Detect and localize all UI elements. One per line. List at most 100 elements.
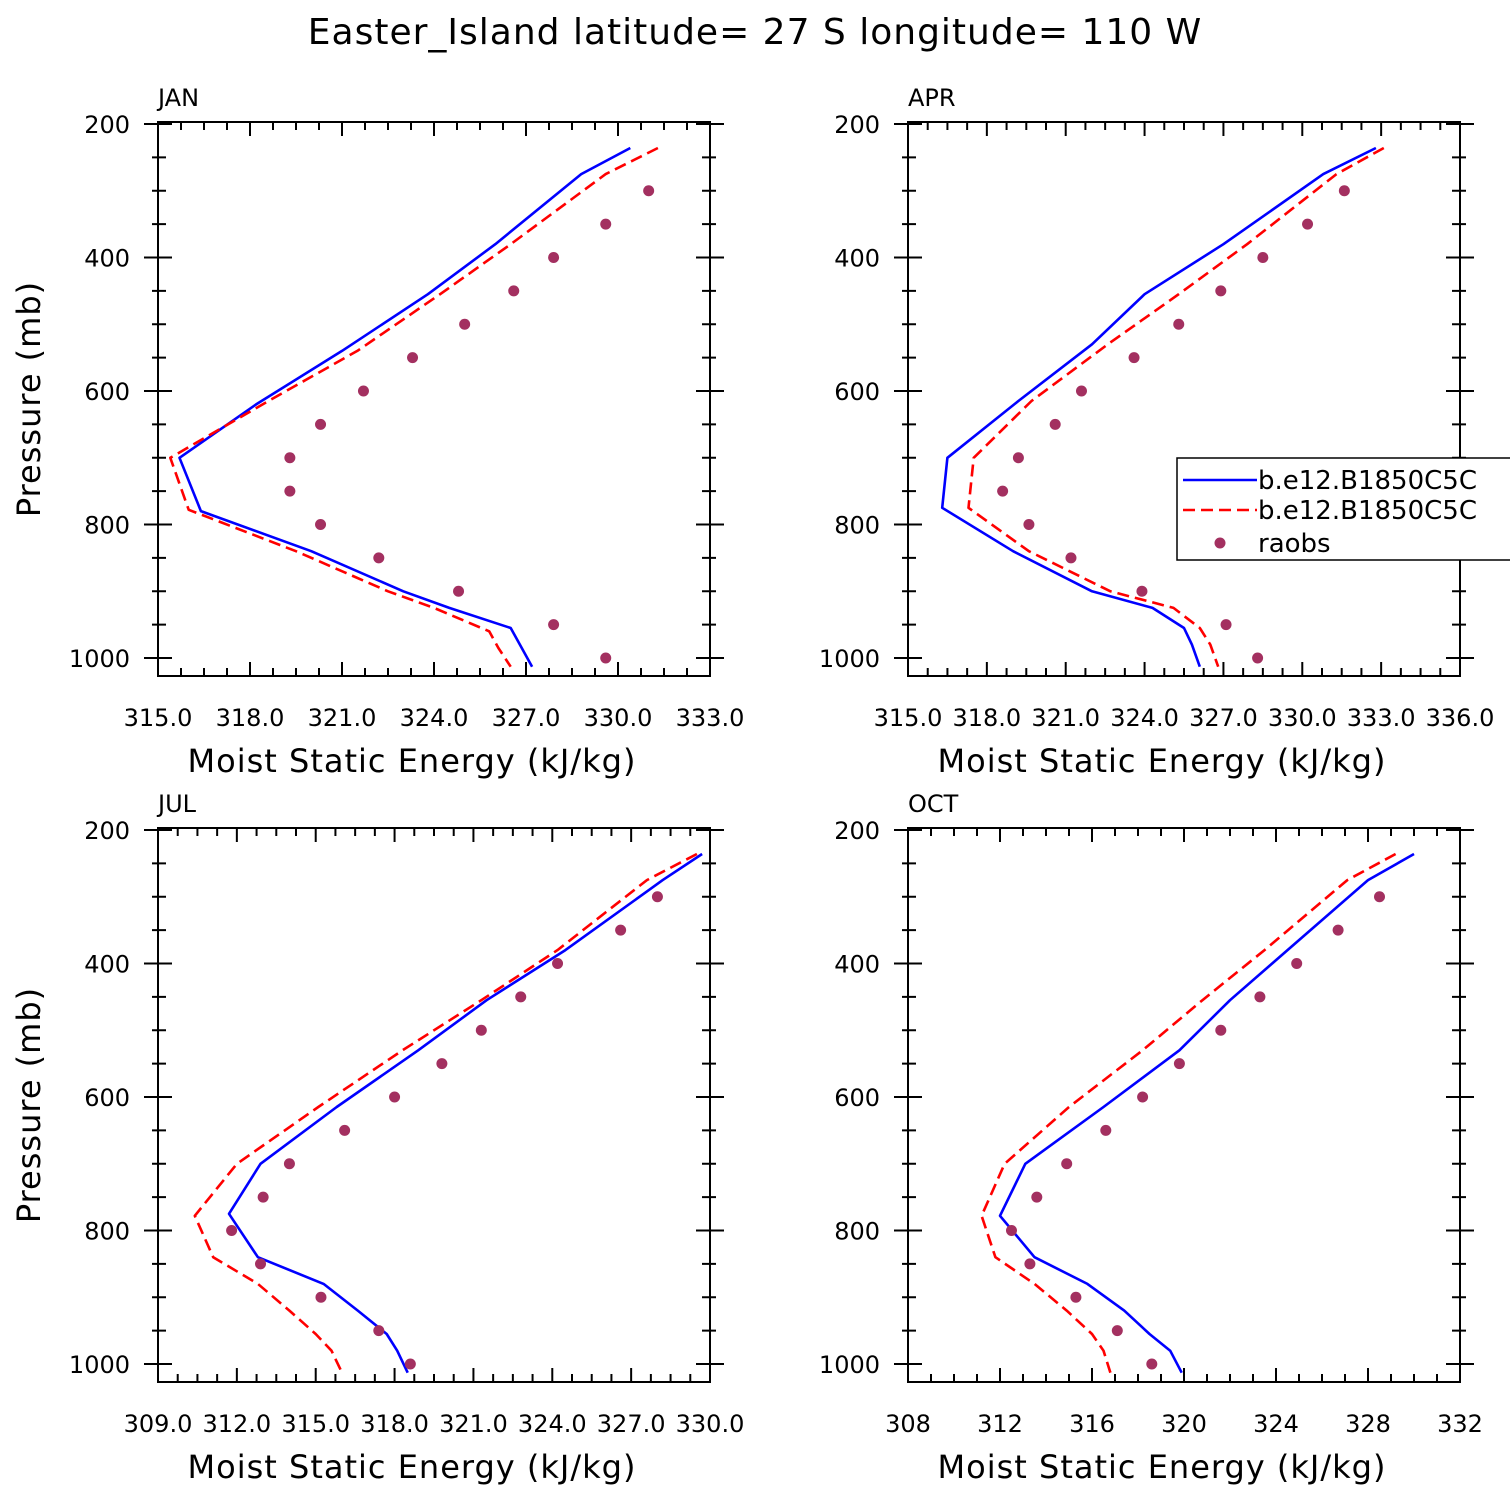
raobs-point	[1173, 1058, 1185, 1070]
raobs-point	[1024, 1258, 1036, 1270]
raobs-point	[404, 1358, 416, 1370]
panel-label: APR	[908, 84, 956, 112]
raobs-point	[651, 891, 663, 903]
x-tick-label: 336.0	[1426, 704, 1495, 732]
raobs-point	[1215, 1024, 1227, 1036]
series-line-dashed	[169, 146, 659, 668]
y-tick-label: 800	[834, 512, 880, 540]
raobs-point	[1374, 891, 1385, 903]
x-tick-label: 327.0	[597, 1410, 666, 1438]
x-tick-label: 328	[1345, 1410, 1391, 1438]
raobs-point	[1220, 619, 1232, 631]
raobs-point	[1070, 1291, 1082, 1303]
raobs-point	[1049, 418, 1061, 430]
raobs-point	[1332, 924, 1344, 936]
x-axis-label: Moist Static Energy (kJ/kg)	[938, 1448, 1387, 1486]
y-tick-label: 200	[84, 817, 130, 845]
y-tick-label: 200	[84, 111, 130, 139]
y-tick-label: 600	[834, 1084, 880, 1112]
y-tick-label: 600	[834, 378, 880, 406]
x-tick-label: 321.0	[1031, 704, 1100, 732]
x-tick-label: 333.0	[676, 704, 745, 732]
raobs-point	[284, 485, 296, 497]
series-line-solid	[940, 146, 1377, 668]
raobs-point	[1023, 519, 1035, 530]
x-tick-label: 332	[1437, 1410, 1483, 1438]
raobs-point	[600, 652, 612, 664]
raobs-point	[459, 318, 471, 330]
raobs-point	[548, 252, 560, 263]
figure-title: Easter_Island latitude= 27 S longitude= …	[308, 12, 1202, 53]
raobs-point	[1061, 1158, 1073, 1170]
raobs-point	[315, 1291, 327, 1303]
chart-panel-jul: JUL 309.0 312.0 315.0 318.0 321.0 324.0 327.0 33…	[10, 790, 744, 1486]
raobs-point	[1146, 1358, 1158, 1370]
raobs-point	[315, 519, 327, 530]
x-tick-label: 318.0	[360, 1410, 429, 1438]
x-tick-label: 309.0	[124, 1410, 193, 1438]
panels: JAN 315.0 318.0 321.0 324.0 327.0 330.0 333.0 20…	[10, 84, 1494, 1486]
series-line-dashed	[980, 852, 1397, 1374]
y-tick-label: 800	[834, 1218, 880, 1246]
x-tick-label: 324.0	[518, 1410, 587, 1438]
y-tick-label: 1000	[69, 1351, 130, 1379]
plot-frame	[907, 121, 1461, 677]
raobs-point	[339, 1124, 351, 1136]
x-tick-label: 315.0	[124, 704, 193, 732]
raobs-point	[255, 1258, 267, 1270]
y-tick-label: 200	[834, 111, 880, 139]
raobs-point	[615, 924, 627, 936]
raobs-point	[1291, 958, 1303, 969]
raobs-point	[475, 1024, 487, 1036]
raobs-point	[643, 185, 655, 197]
y-tick-label: 400	[834, 951, 880, 979]
raobs-point	[1100, 1124, 1112, 1136]
legend-label: b.e12.B1850C5C	[1258, 496, 1477, 526]
x-tick-label: 316	[1069, 1410, 1115, 1438]
x-tick-label: 330.0	[1268, 704, 1337, 732]
y-axis-label: Pressure (mb)	[10, 281, 48, 517]
y-tick-label: 400	[834, 245, 880, 273]
x-tick-label: 324.0	[400, 704, 469, 732]
y-tick-label: 800	[84, 512, 130, 540]
y-axis-label: Pressure (mb)	[10, 987, 48, 1223]
series-line-solid	[227, 852, 703, 1374]
legend-label: raobs	[1258, 529, 1331, 559]
raobs-point	[1173, 318, 1185, 330]
raobs-point	[226, 1225, 238, 1236]
x-axis-label: Moist Static Energy (kJ/kg)	[188, 1448, 637, 1486]
y-tick-label: 400	[84, 245, 130, 273]
x-tick-label: 315.0	[281, 1410, 350, 1438]
raobs-point	[1128, 352, 1140, 364]
raobs-point	[997, 485, 1009, 497]
raobs-point	[436, 1058, 448, 1070]
legend-label: b.e12.B1850C5C	[1258, 466, 1477, 496]
y-tick-label: 1000	[819, 1351, 880, 1379]
series-line-solid	[998, 852, 1415, 1374]
x-tick-label: 312.0	[202, 1410, 271, 1438]
raobs-point	[1338, 185, 1350, 197]
chart-panel-apr: APR 315.0 318.0 321.0 324.0 327.0 330.0 333.0 33…	[819, 84, 1494, 780]
raobs-point	[284, 452, 296, 464]
raobs-point	[1012, 452, 1024, 464]
raobs-point	[283, 1158, 295, 1170]
x-tick-label: 330.0	[676, 1410, 745, 1438]
x-tick-label: 315.0	[874, 704, 943, 732]
raobs-point	[515, 991, 527, 1003]
raobs-point	[552, 958, 564, 969]
raobs-point	[600, 218, 612, 230]
x-axis-label: Moist Static Energy (kJ/kg)	[938, 742, 1387, 780]
y-tick-label: 600	[84, 378, 130, 406]
raobs-point	[1137, 1091, 1149, 1103]
chart-panel-jan: JAN 315.0 318.0 321.0 324.0 327.0 330.0 333.0 20…	[10, 84, 744, 780]
x-tick-label: 320	[1161, 1410, 1207, 1438]
raobs-point	[1136, 585, 1148, 597]
plot-frame	[157, 121, 711, 677]
x-tick-label: 308	[885, 1410, 931, 1438]
x-tick-label: 318.0	[216, 704, 285, 732]
x-tick-label: 333.0	[1347, 704, 1416, 732]
x-tick-label: 321.0	[439, 1410, 508, 1438]
raobs-point	[407, 352, 419, 364]
